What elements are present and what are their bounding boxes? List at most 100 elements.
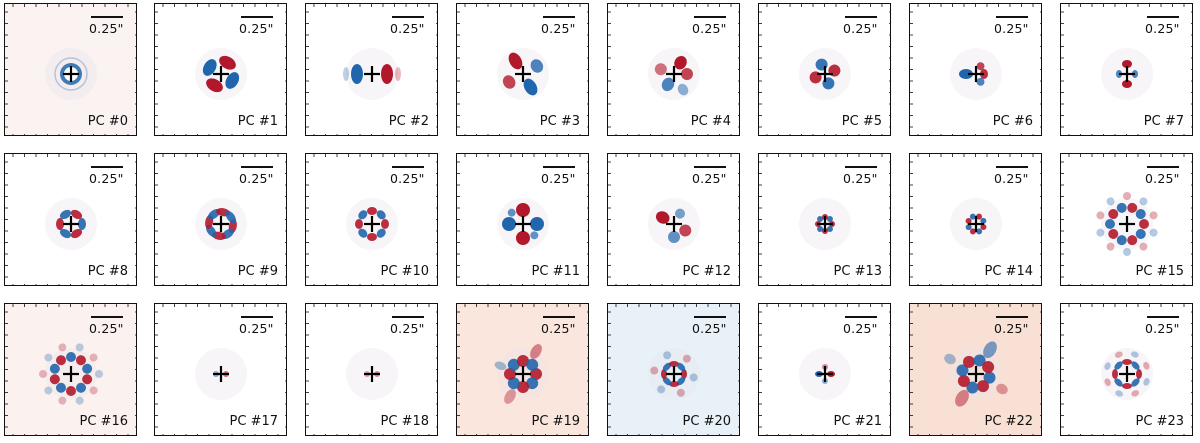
pc-lobe xyxy=(95,370,103,378)
pc-lobe xyxy=(504,368,516,380)
pc-panel: 0.25" PC #19 xyxy=(456,303,589,436)
pc-lobe xyxy=(681,369,687,379)
pc-panel: 0.25" PC #1 xyxy=(154,3,287,136)
scale-label: 0.25" xyxy=(239,321,274,336)
center-cross-icon xyxy=(63,66,79,82)
pc-lobe xyxy=(219,55,236,70)
scale-bar xyxy=(91,16,123,18)
scale-bar xyxy=(694,316,726,318)
pc-lobe xyxy=(817,216,824,223)
pc-panel: 0.25" PC #16 xyxy=(4,303,137,436)
pc-lobe xyxy=(1105,219,1115,229)
pc-lobe xyxy=(1096,211,1105,220)
pc-lobe xyxy=(530,217,544,231)
center-cross-icon xyxy=(666,66,682,82)
pc-lobe xyxy=(1114,378,1123,387)
pc-lobe xyxy=(1104,378,1111,387)
pc-lobe xyxy=(367,233,377,241)
pc-lobe xyxy=(523,78,538,96)
scale-label: 0.25" xyxy=(541,321,576,336)
pc-label: PC #8 xyxy=(87,264,128,279)
pc-lobe xyxy=(494,361,507,371)
pc-lobe xyxy=(395,67,401,81)
pc-lobe xyxy=(826,216,833,223)
center-cross-icon xyxy=(1119,366,1135,382)
pc-lobe xyxy=(980,217,987,224)
pc-lobe xyxy=(965,224,972,231)
scale-bar xyxy=(996,16,1028,18)
center-cross-icon xyxy=(364,216,380,232)
pc-lobe xyxy=(1108,209,1119,220)
pc-panel: 0.25" PC #4 xyxy=(607,3,740,136)
pc-lobe xyxy=(976,62,985,71)
pc-lobe xyxy=(826,225,833,232)
pc-panel: 0.25" PC #22 xyxy=(909,303,1042,436)
pc-label: PC #0 xyxy=(87,114,128,129)
pc-lobe xyxy=(502,75,516,89)
pc-lobe xyxy=(516,203,530,217)
scale-bar xyxy=(845,16,877,18)
pc-panel: 0.25" PC #8 xyxy=(4,153,137,286)
pc-lobe xyxy=(44,386,53,395)
pc-lobe xyxy=(650,366,659,375)
center-cross-icon xyxy=(515,66,531,82)
pc-lobe xyxy=(1122,80,1132,88)
pc-lobe xyxy=(1135,209,1146,220)
center-cross-icon xyxy=(364,66,380,82)
pc-lobe xyxy=(78,218,86,230)
pc-lobe xyxy=(1115,390,1124,397)
scale-bar xyxy=(543,316,575,318)
pc-lobe xyxy=(75,343,84,352)
pc-lobe xyxy=(358,210,368,220)
pc-lobe xyxy=(1114,361,1123,370)
pc-lobe xyxy=(1104,362,1111,371)
scale-label: 0.25" xyxy=(843,321,878,336)
pc-lobe xyxy=(82,374,93,385)
scale-label: 0.25" xyxy=(541,171,576,186)
scale-label: 0.25" xyxy=(994,21,1029,36)
pc-lobe xyxy=(663,351,672,360)
pc-lobe xyxy=(668,231,680,243)
pc-lobe xyxy=(530,59,544,73)
pc-lobe xyxy=(75,382,86,393)
pc-lobe xyxy=(1131,390,1140,397)
pc-image xyxy=(457,4,588,135)
pc-label: PC #19 xyxy=(531,414,580,429)
pc-lobe xyxy=(70,209,83,220)
pc-image xyxy=(759,4,890,135)
pc-label: PC #12 xyxy=(682,264,731,279)
pc-lobe xyxy=(655,211,670,224)
pc-panel: 0.25" PC #2 xyxy=(305,3,438,136)
pc-lobe xyxy=(973,354,986,367)
pc-lobe xyxy=(75,396,84,405)
center-cross-icon xyxy=(515,366,531,382)
pc-image xyxy=(910,304,1041,435)
pc-lobe xyxy=(1131,361,1140,370)
scale-bar xyxy=(845,316,877,318)
pc-lobe xyxy=(75,355,86,366)
pc-label: PC #3 xyxy=(539,114,580,129)
pc-lobe xyxy=(676,362,686,372)
pc-lobe xyxy=(225,210,237,224)
pc-label: PC #11 xyxy=(531,264,580,279)
pc-lobe xyxy=(39,370,47,378)
pc-lobe xyxy=(507,377,520,390)
pc-image xyxy=(5,154,136,285)
pc-lobe xyxy=(677,83,689,96)
scale-label: 0.25" xyxy=(390,21,425,36)
pc-label: PC #6 xyxy=(992,114,1033,129)
pc-lobe xyxy=(89,386,98,395)
pc-panel: 0.25" PC #13 xyxy=(758,153,891,286)
pc-image xyxy=(5,304,136,435)
pc-image xyxy=(306,4,437,135)
scale-bar xyxy=(996,316,1028,318)
pc-lobe xyxy=(1122,383,1132,389)
center-cross-icon xyxy=(666,366,682,382)
scale-label: 0.25" xyxy=(1145,21,1180,36)
pc-lobe xyxy=(969,213,976,220)
pc-lobe xyxy=(1114,351,1123,358)
pc-lobe xyxy=(59,209,72,220)
pc-lobe xyxy=(517,355,529,367)
pc-lobe xyxy=(1123,192,1131,200)
